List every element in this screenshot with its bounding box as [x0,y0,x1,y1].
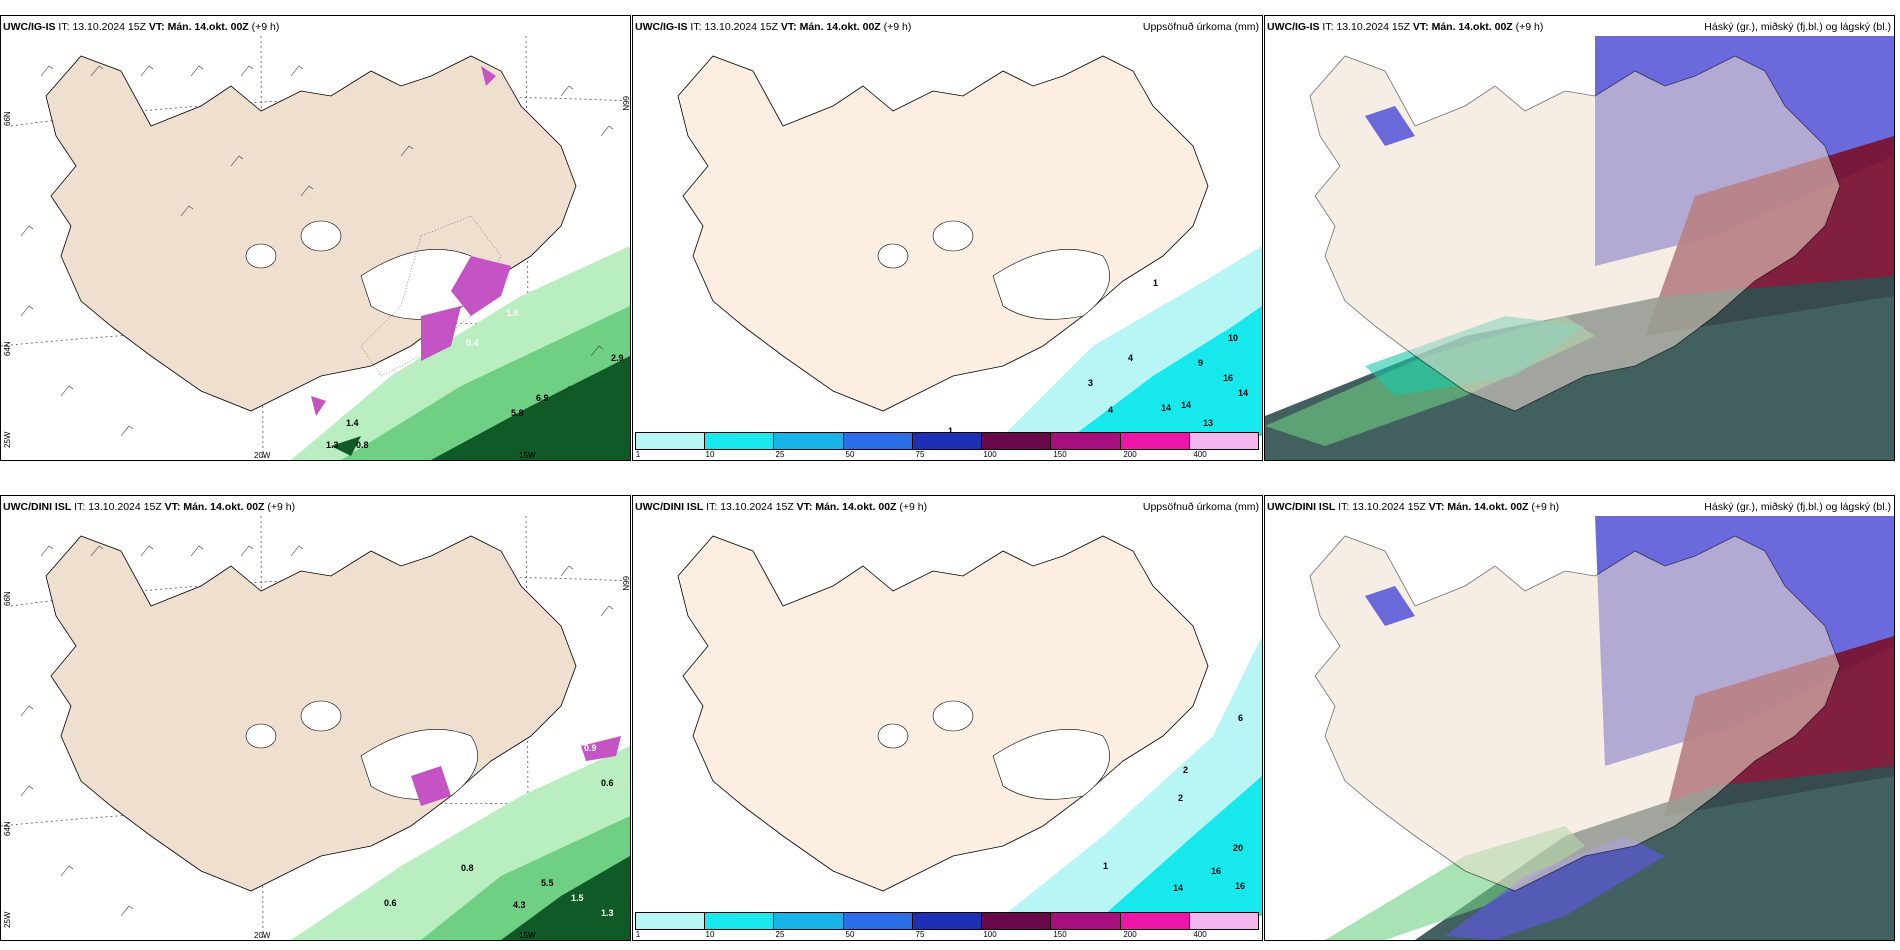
precip-title: Uppsöfnuð úrkoma (mm) [1142,21,1259,33]
lat-label-25w: 25W [3,911,12,928]
lon-label-15w: 15W [519,931,536,940]
colorbar-ticks: 1 10 25 50 75 100 150 200 400 [635,450,1207,459]
iceland-land [1309,55,1841,412]
cloud-title: Háský (gr.), miðský (fj.bl.) og lágský (… [1704,21,1891,33]
lat-label-64n: 64N [3,821,12,836]
wind-value: 1.8 [506,308,519,318]
precip-value: 4 [1128,353,1133,363]
panel-title: UWC/DINI ISL IT: 13.10.2024 15Z VT: Mán.… [1267,501,1560,513]
precip-value: 14 [1238,388,1248,398]
precip-value: 1 [1153,278,1158,288]
precip-map: 6 2 2 20 1 16 16 14 [677,535,1262,916]
precip-value: 2 [1183,765,1188,775]
precip-value: 14 [1181,400,1191,410]
precip-map-panel-igis: UWC/IG-IS IT: 13.10.2024 15Z VT: Mán. 14… [632,15,1263,461]
wind-map-panel-dini: UWC/DINI ISL IT: 13.10.2024 15Z VT: Mán.… [0,495,631,941]
wind-value: 1.3 [326,440,339,450]
wind-value: 0.4 [466,338,479,348]
precip-value: 13 [1203,418,1213,428]
wind-value: 1.5 [571,893,584,903]
precip-value: 10 [1228,333,1238,343]
wind-value: 2.9 [611,353,624,363]
precip-title: Uppsöfnuð úrkoma (mm) [1142,501,1259,513]
cloud-title: Háský (gr.), miðský (fj.bl.) og lágský (… [1704,501,1891,513]
wind-value: 0.8 [461,863,474,873]
wind-value: 5.8 [511,408,524,418]
lat-label-66n-right: 66N [621,96,630,111]
wind-value: 0.8 [356,440,369,450]
wind-value: 0.6 [384,898,397,908]
colorbar-ticks: 1 10 25 50 75 100 150 200 400 [635,930,1207,939]
wind-value: 6.9 [536,393,549,403]
panel-title: UWC/IG-IS IT: 13.10.2024 15Z VT: Mán. 14… [1267,21,1544,33]
precip-value: 1 [948,426,953,436]
precip-colorbar [635,432,1259,450]
wind-map-panel-igis: UWC/IG-IS IT: 13.10.2024 15Z VT: Mán. 14… [0,15,631,461]
precip-value: 16 [1211,866,1221,876]
precip-value: 1 [1103,861,1108,871]
precip-value: 14 [1161,403,1171,413]
lon-label-15w: 15W [519,451,536,460]
wind-value: 0.6 [601,778,614,788]
precip-value: 9 [1198,358,1203,368]
wind-value: 1.3 [601,908,614,918]
precip-value: 16 [1223,373,1233,383]
wind-value: 4.3 [513,900,526,910]
wind-value: 0.9 [584,743,597,753]
precip-value: 4 [1108,405,1113,415]
cloud-map [1309,516,1894,940]
precip-value: 6 [1238,713,1243,723]
lat-label-66n: 66N [3,591,12,606]
precip-value: 20 [1233,843,1243,853]
lat-label-25w: 25W [3,431,12,448]
precip-map-panel-dini: UWC/DINI ISL IT: 13.10.2024 15Z VT: Mán.… [632,495,1263,941]
precip-value: 16 [1235,881,1245,891]
cloud-map-panel-dini: UWC/DINI ISL IT: 13.10.2024 15Z VT: Mán.… [1264,495,1895,941]
panel-title: UWC/IG-IS IT: 13.10.2024 15Z VT: Mán. 14… [3,21,280,33]
wind-map: 0.6 0.8 0.6 4.3 5.5 1.5 1.3 0.9 [1,515,630,940]
precip-map: 1 10 9 4 3 16 14 4 14 14 13 1 [677,55,1262,436]
lat-label-64n: 64N [3,341,12,356]
iceland-land [1309,535,1841,892]
panel-title: UWC/IG-IS IT: 13.10.2024 15Z VT: Mán. 14… [635,21,912,33]
precip-value: 14 [1173,883,1183,893]
precip-value: 2 [1178,793,1183,803]
lat-label-66n-right: 66N [621,576,630,591]
wind-value: 1.4 [346,418,359,428]
lat-label-66n: 66N [3,111,12,126]
lon-label-20w: 20W [254,451,271,460]
cloud-map-panel-igis: UWC/IG-IS IT: 13.10.2024 15Z VT: Mán. 14… [1264,15,1895,461]
cloud-map [1265,36,1894,460]
wind-map: 2.9 6.9 5.8 0.8 1.3 1.4 0.4 1.8 [1,35,630,460]
panel-title: UWC/DINI ISL IT: 13.10.2024 15Z VT: Mán.… [3,501,296,513]
panel-title: UWC/DINI ISL IT: 13.10.2024 15Z VT: Mán.… [635,501,928,513]
wind-value: 5.5 [541,878,554,888]
precip-value: 3 [1088,378,1093,388]
lon-label-20w: 20W [254,931,271,940]
precip-colorbar [635,912,1259,930]
